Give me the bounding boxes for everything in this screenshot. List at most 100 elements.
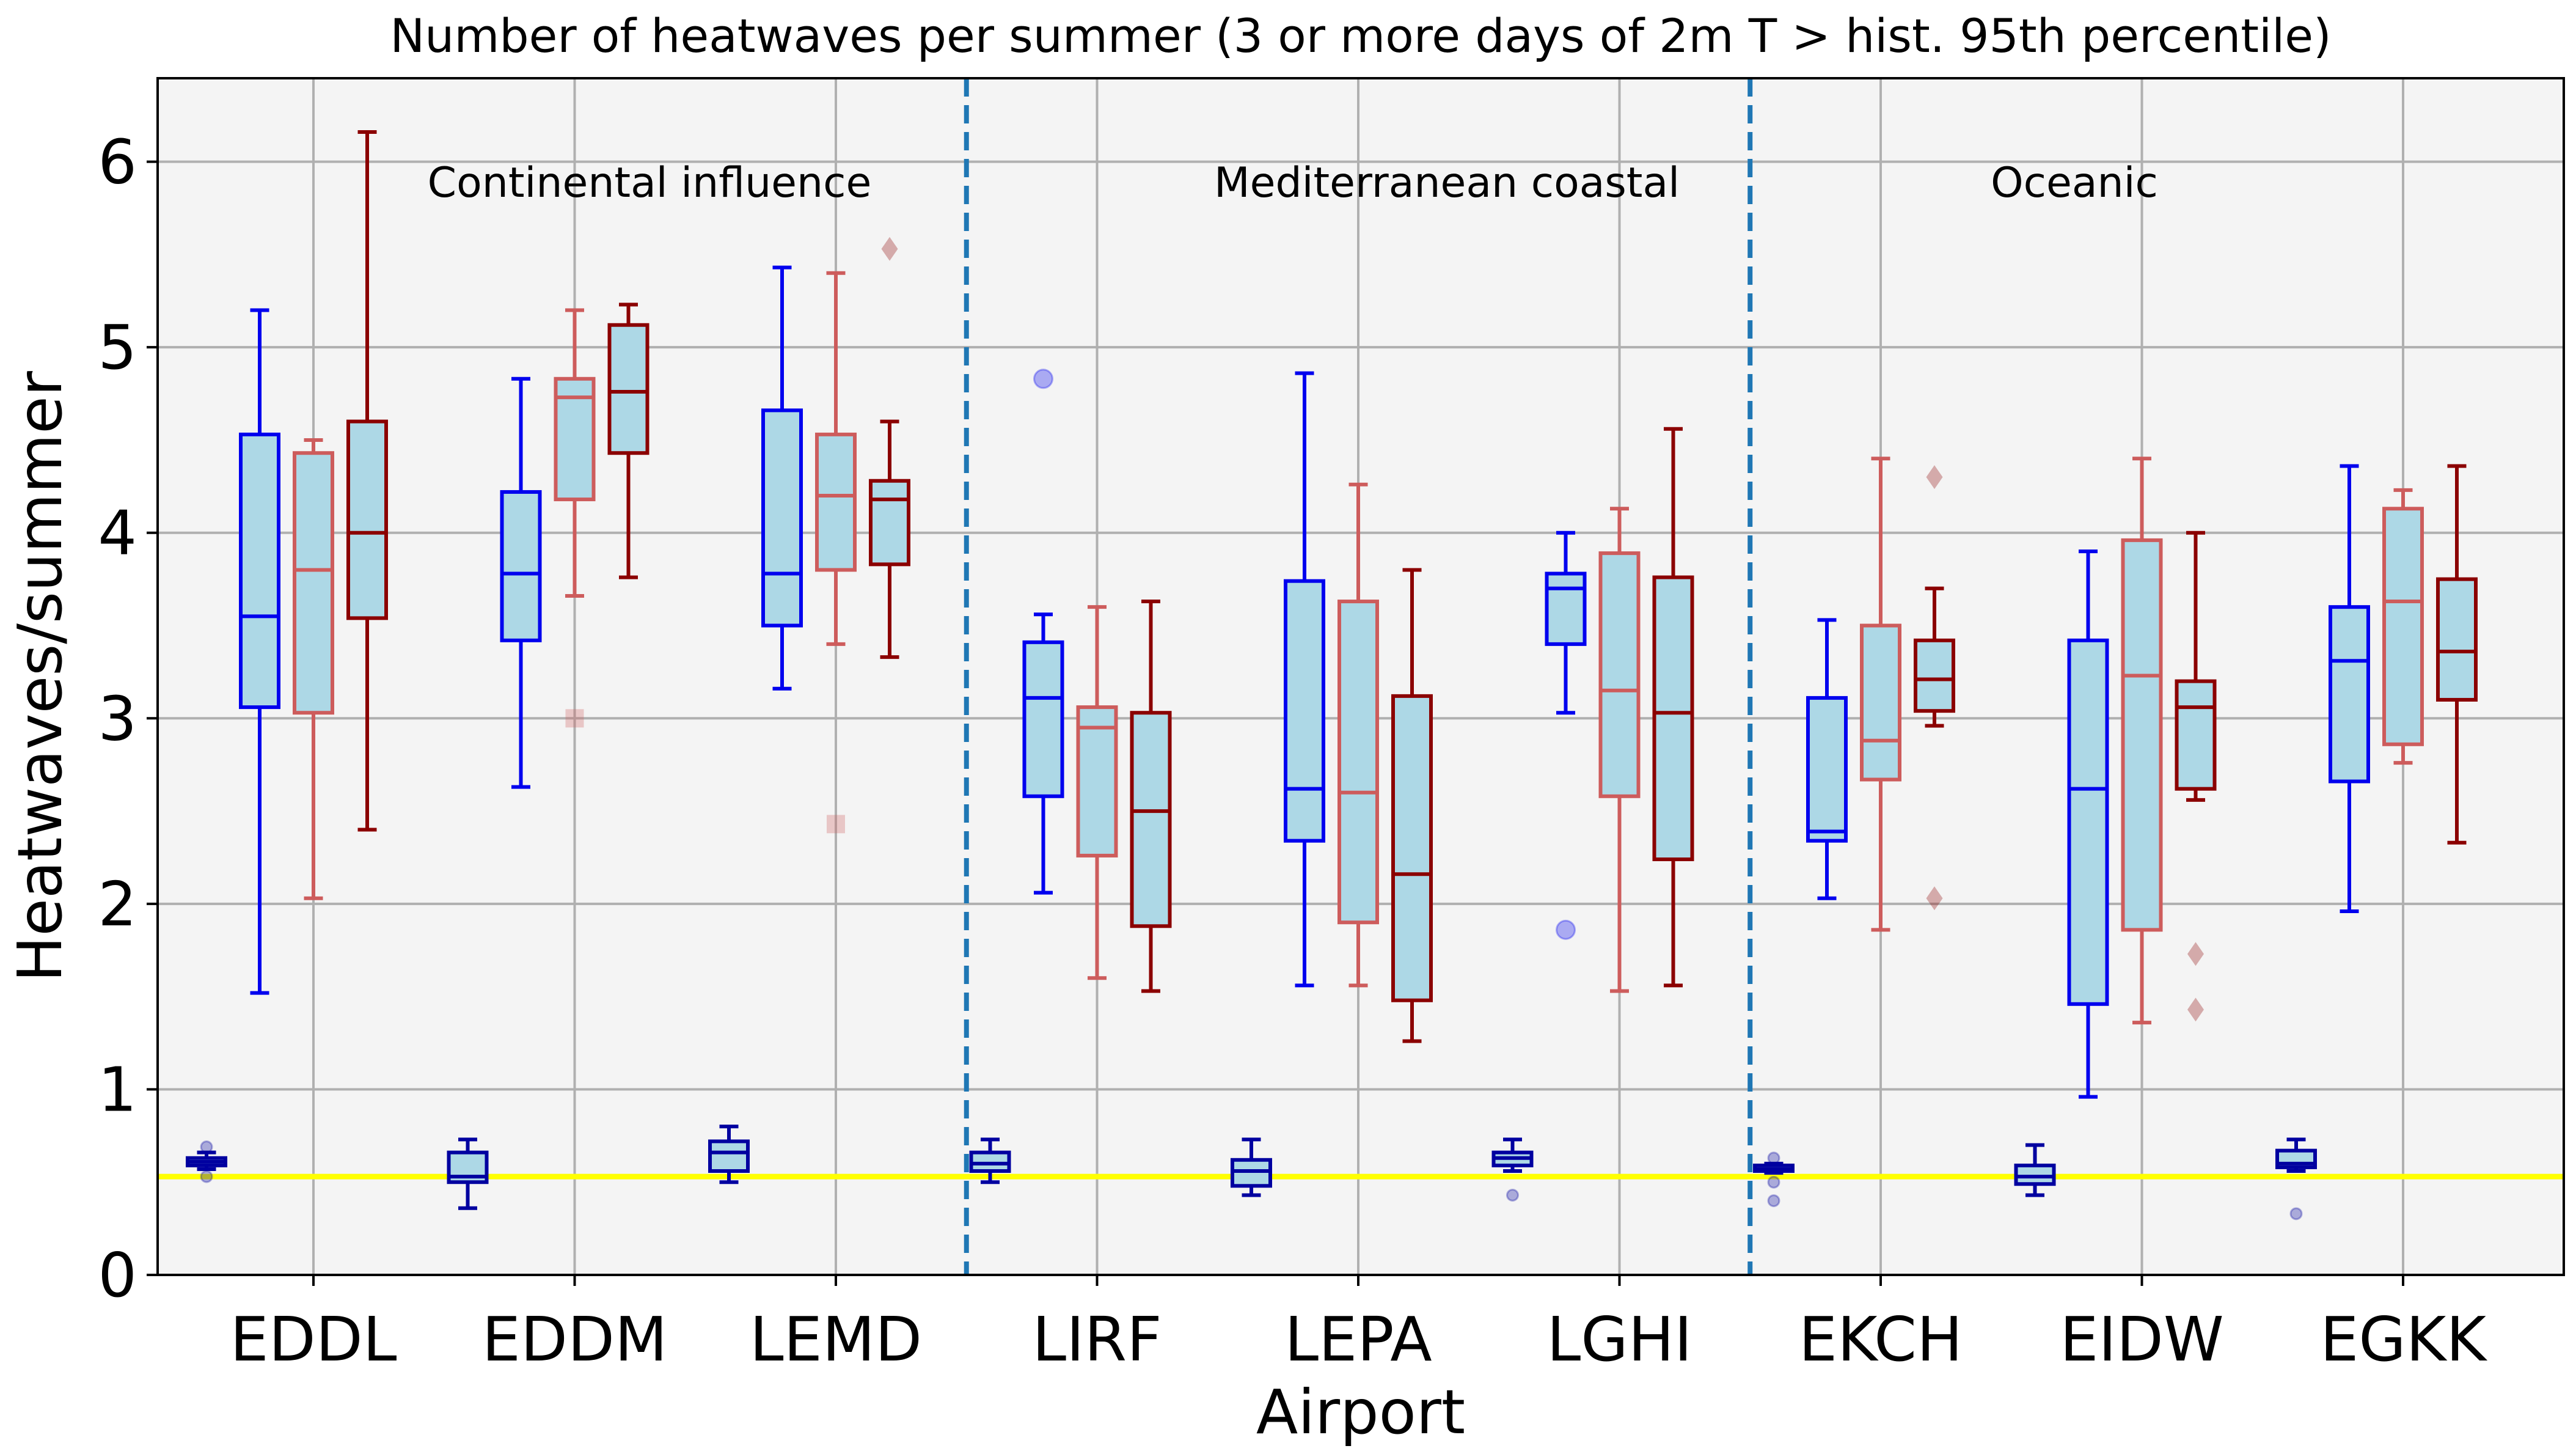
- x-tick-label: EDDM: [482, 1304, 667, 1375]
- reference-box-ekch: [1753, 1151, 1795, 1208]
- box-eddm-historical: [500, 376, 542, 789]
- y-tick-label: 4: [98, 498, 137, 569]
- box-eidw-scenario-a-box: [2121, 538, 2163, 932]
- box-egkk-scenario-b: [2436, 464, 2478, 845]
- reference-box-lghi: [1491, 1137, 1534, 1202]
- region-label-continental: Continental influence: [428, 159, 872, 207]
- box-lirf-scenario-a: [1076, 605, 1118, 980]
- box-ekch-scenario-a-box: [1860, 623, 1901, 782]
- box-eidw-scenario-b: [2175, 531, 2217, 1022]
- reference-box-ekch-outlier: [1767, 1175, 1780, 1189]
- box-lepa-scenario-b: [1391, 568, 1433, 1043]
- box-eidw-scenario-b-box: [2175, 679, 2217, 791]
- box-lghi-scenario-a: [1598, 507, 1641, 993]
- reference-box-eddl-outlier: [200, 1170, 213, 1183]
- box-lirf-scenario-a-box: [1076, 705, 1118, 857]
- box-ekch-historical-box: [1806, 696, 1848, 843]
- box-lemd-scenario-b: [869, 237, 910, 659]
- reference-box-lemd: [708, 1125, 750, 1184]
- box-ekch-scenario-b: [1914, 465, 1955, 911]
- reference-box-ekch-outlier: [1767, 1151, 1780, 1165]
- reference-box-lemd-box: [708, 1139, 750, 1173]
- box-eddl-scenario-b: [346, 130, 388, 832]
- reference-box-lirf: [969, 1137, 1011, 1184]
- chart-title: Number of heatwaves per summer (3 or mor…: [390, 9, 2331, 63]
- reference-box-lepa: [1231, 1137, 1272, 1197]
- x-tick-label: LGHI: [1547, 1304, 1692, 1375]
- box-lirf-scenario-b: [1130, 600, 1172, 993]
- y-tick-label: 0: [98, 1239, 137, 1311]
- box-egkk-scenario-b-box: [2436, 577, 2478, 702]
- reference-box-egkk-outlier: [2289, 1207, 2303, 1221]
- box-lghi-scenario-b-box: [1652, 575, 1694, 862]
- box-eddm-scenario-a-outlier: [565, 709, 584, 728]
- reference-box-eidw: [2014, 1143, 2056, 1197]
- x-tick-label: LEMD: [750, 1304, 922, 1375]
- box-eddm-scenario-b: [607, 303, 649, 579]
- box-ekch-scenario-b-outlier: [1926, 886, 1943, 911]
- box-lepa-scenario-a-box: [1337, 600, 1379, 925]
- region-dividers: [964, 78, 1753, 1275]
- box-eddm-scenario-b-box: [607, 323, 649, 455]
- y-axis-title: Heatwaves/summer: [4, 370, 76, 982]
- box-lirf-historical-box: [1022, 640, 1064, 798]
- box-lirf-historical: [1022, 369, 1064, 895]
- box-lepa-scenario-a: [1337, 482, 1379, 988]
- x-axis-title: Airport: [1256, 1376, 1465, 1448]
- reference-box-eddl: [186, 1140, 227, 1183]
- box-lghi-historical-box: [1545, 571, 1587, 646]
- box-egkk-historical-box: [2329, 605, 2370, 784]
- box-ekch-scenario-b-outlier: [1926, 465, 1943, 490]
- x-tick-label: EKCH: [1799, 1304, 1963, 1375]
- box-ekch-scenario-b-box: [1914, 638, 1955, 713]
- region-label-oceanic: Oceanic: [1991, 159, 2158, 207]
- reference-box-eidw-box: [2014, 1163, 2056, 1186]
- reference-box-lepa-box: [1231, 1158, 1272, 1188]
- reference-box-eddl-outlier: [200, 1140, 213, 1154]
- y-tick-label: 2: [98, 868, 137, 940]
- y-tick-label: 3: [98, 683, 137, 754]
- reference-box-ekch-outlier: [1767, 1194, 1780, 1208]
- box-eidw-scenario-a: [2121, 457, 2163, 1025]
- box-eddl-scenario-a: [293, 438, 334, 900]
- box-ekch-historical: [1806, 618, 1848, 900]
- y-tick-label: 6: [98, 127, 137, 198]
- box-lepa-historical-box: [1284, 579, 1325, 843]
- box-eddl-scenario-b-box: [346, 419, 388, 620]
- box-eidw-historical-box: [2067, 638, 2109, 1006]
- box-eddl-historical: [239, 308, 280, 995]
- region-label-mediterranean: Mediterranean coastal: [1214, 159, 1680, 207]
- box-egkk-scenario-a-box: [2382, 507, 2424, 746]
- box-lghi-historical-outlier: [1556, 919, 1576, 940]
- plot-frame: [156, 77, 2565, 1276]
- reference-box-lghi-outlier: [1506, 1188, 1519, 1202]
- box-lepa-historical: [1284, 371, 1325, 988]
- box-lghi-scenario-b: [1652, 427, 1694, 988]
- box-lepa-scenario-b-box: [1391, 694, 1433, 1002]
- box-lghi-historical: [1545, 531, 1587, 940]
- box-ekch-scenario-a: [1860, 457, 1901, 932]
- box-lirf-scenario-b-box: [1130, 711, 1172, 928]
- region-labels: Continental influence Mediterranean coas…: [428, 159, 2158, 207]
- x-axis-ticks: EDDL EDDM LEMD LIRF LEPA LGHI EKCH EIDW EGKK: [230, 1275, 2487, 1375]
- y-tick-label: 1: [98, 1054, 137, 1125]
- box-lemd-historical: [761, 265, 803, 691]
- box-lghi-scenario-a-box: [1598, 551, 1641, 798]
- box-eidw-scenario-b-outlier: [2187, 942, 2204, 966]
- box-lemd-scenario-a-outlier: [827, 815, 845, 834]
- reference-box-eddm: [447, 1137, 489, 1210]
- box-lemd-scenario-a: [815, 271, 857, 834]
- box-lemd-historical-box: [761, 408, 803, 628]
- y-axis-ticks: 0 1 2 3 4 5 6: [98, 127, 158, 1311]
- box-eidw-historical: [2067, 549, 2109, 1099]
- box-egkk-historical: [2329, 464, 2370, 914]
- box-lemd-scenario-a-box: [815, 432, 857, 572]
- box-lirf-historical-outlier: [1033, 369, 1053, 389]
- x-tick-label: LIRF: [1032, 1304, 1162, 1375]
- box-eidw-scenario-b-outlier: [2187, 997, 2204, 1022]
- box-lemd-scenario-b-box: [869, 479, 910, 567]
- box-eddl-historical-box: [239, 432, 280, 710]
- box-eddl-scenario-a-box: [293, 451, 334, 715]
- box-plot-layer: [186, 130, 2478, 1221]
- box-lemd-scenario-b-outlier: [881, 237, 898, 261]
